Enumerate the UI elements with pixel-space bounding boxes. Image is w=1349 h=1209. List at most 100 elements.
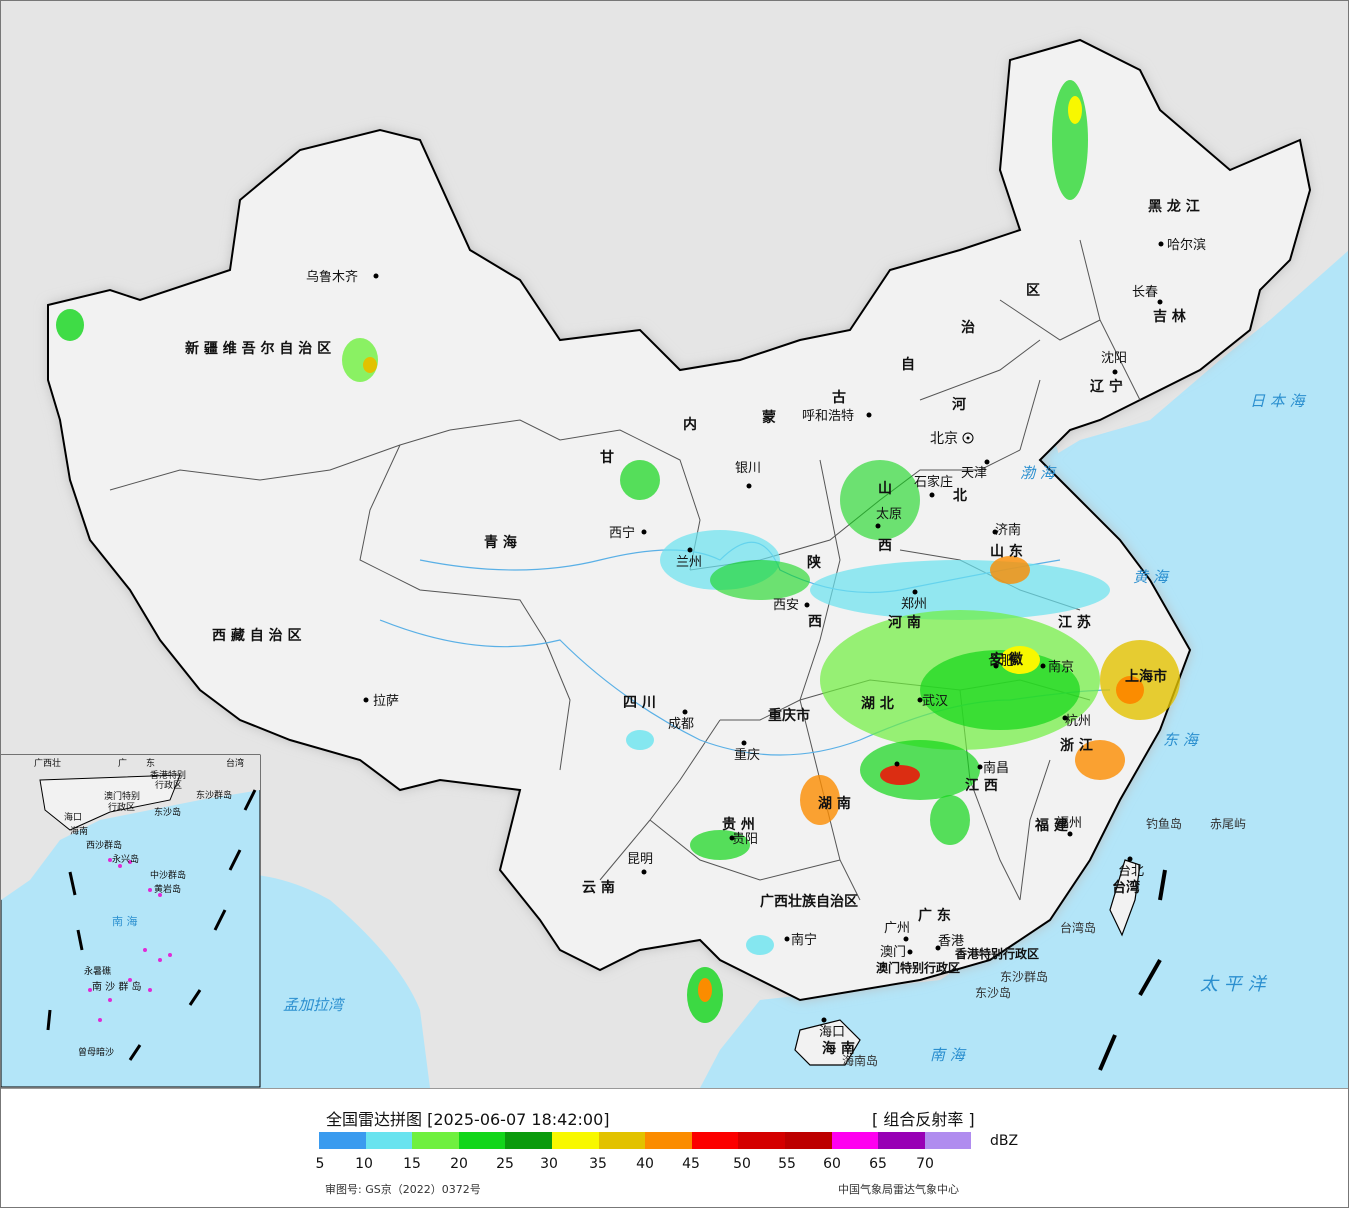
inset-label: 永兴岛 — [112, 853, 139, 865]
inset-label: 行政区 — [108, 801, 135, 813]
city-nanjing: 南京 — [1048, 659, 1074, 675]
label-shaanxi-xi: 西 — [808, 614, 822, 630]
scale-tick: 45 — [682, 1156, 700, 1172]
city-zhengzhou: 郑州 — [901, 597, 927, 612]
city-shijiazhuang: 石家庄 — [914, 474, 953, 490]
label-hebei-he: 河 — [952, 396, 966, 413]
label-diaoyu: 钓鱼岛 — [1146, 816, 1182, 831]
city-urumqi: 乌鲁木齐 — [306, 269, 358, 285]
label-macau: 澳门特别行政区 — [876, 960, 960, 975]
inset-label: 东沙岛 — [154, 806, 181, 818]
color-swatch — [924, 1132, 972, 1149]
inset-label: 广 — [118, 757, 127, 769]
label-shanxi-shan: 山 — [878, 481, 892, 497]
inset-label: 澳门特别 — [104, 790, 140, 802]
scale-tick: 35 — [589, 1156, 607, 1172]
city-lhasa: 拉萨 — [373, 694, 399, 709]
inset-label: 海口 — [64, 811, 82, 823]
city-yinchuan: 银川 — [735, 461, 761, 476]
color-swatch — [785, 1132, 832, 1149]
china-land — [47, 38, 1312, 1002]
label-nmg-meng: 蒙 — [762, 409, 776, 426]
city-haikou: 海口 — [819, 1025, 845, 1040]
inset-label: 南 海 — [112, 914, 138, 928]
scale-tick: 10 — [355, 1156, 373, 1172]
scale-tick: 5 — [315, 1156, 325, 1172]
city-jinan: 济南 — [995, 522, 1021, 538]
sea-area — [700, 250, 1349, 1088]
boundary-dashes — [1098, 869, 1167, 1071]
label-chiwei: 赤尾屿 — [1210, 817, 1246, 831]
color-swatch — [319, 1132, 366, 1149]
label-dongsha: 东沙群岛 — [1000, 969, 1048, 984]
label-sichuan: 四 川 — [623, 695, 656, 711]
label-shanghai: 上海市 — [1125, 668, 1167, 685]
label-nmg-nei: 内 — [683, 416, 697, 433]
label-hainandao: 海南岛 — [842, 1053, 878, 1068]
label-zhejiang: 浙 江 — [1060, 737, 1093, 754]
label-gansu: 甘 — [600, 449, 614, 466]
label-hk: 香港特别行政区 — [954, 946, 1039, 961]
label-shanxi-xi: 西 — [878, 538, 892, 554]
label-dongshadao: 东沙岛 — [975, 985, 1011, 1000]
city-nanchang: 南昌 — [983, 760, 1009, 776]
label-liaoning: 辽 宁 — [1090, 378, 1123, 395]
island-labels: 钓鱼岛 赤尾屿 台湾岛 东沙群岛 东沙岛 海南岛 — [842, 816, 1246, 1068]
label-jiangsu: 江 苏 — [1058, 614, 1091, 631]
hainan-island — [794, 1019, 861, 1066]
city-beijing: 北京 — [930, 431, 958, 447]
city-macau: 澳门 — [880, 944, 906, 960]
scale-tick: 60 — [823, 1156, 841, 1172]
label-donghai: 东 海 — [1163, 731, 1200, 749]
label-mengjiala: 孟加拉湾 — [283, 996, 346, 1014]
city-wuhan: 武汉 — [922, 694, 948, 709]
inset-label: 香港特别 — [150, 769, 186, 781]
label-ribenhai: 日 本 海 — [1250, 392, 1307, 410]
inset-label: 东 — [146, 757, 155, 769]
color-swatch — [691, 1132, 739, 1149]
scale-tick: 30 — [540, 1156, 558, 1172]
inset-label: 行政区 — [155, 779, 182, 791]
taiwan-island — [1109, 859, 1141, 937]
color-swatch — [738, 1132, 785, 1149]
color-swatch — [552, 1132, 599, 1149]
label-nanhai: 南 海 — [930, 1046, 967, 1064]
inset-label: 中沙群岛 — [150, 869, 186, 881]
map-title: 全国雷达拼图 [2025-06-07 18:42:00] — [326, 1110, 610, 1129]
city-xian: 西安 — [773, 598, 799, 613]
inset-label: 黄岩岛 — [154, 883, 181, 895]
label-bohai: 渤 海 — [1020, 464, 1057, 482]
city-chongqing: 重庆 — [734, 747, 760, 763]
label-hubei: 湖 北 — [861, 696, 894, 712]
product-label: [ 组合反射率 ] — [872, 1110, 975, 1129]
city-tianjin: 天津 — [961, 466, 987, 481]
color-swatch — [878, 1132, 925, 1149]
color-swatch — [365, 1132, 413, 1149]
radar-echoes — [56, 80, 1180, 1023]
label-anhui: 安 徽 — [990, 651, 1024, 668]
inset-label: 台湾 — [226, 757, 244, 769]
city-hangzhou: 杭州 — [1065, 714, 1091, 729]
label-guangdong: 广 东 — [918, 907, 951, 924]
label-shaanxi: 陕 — [807, 554, 821, 571]
color-swatch — [412, 1132, 459, 1149]
city-lanzhou: 兰州 — [676, 555, 702, 570]
city-changchun: 长春 — [1132, 285, 1158, 300]
label-hebei-bei: 北 — [953, 488, 967, 504]
color-swatch — [831, 1132, 879, 1149]
city-shenyang: 沈阳 — [1101, 351, 1127, 366]
label-qinghai: 青 海 — [484, 534, 517, 551]
inset-label: 西沙群岛 — [86, 839, 122, 851]
city-hefei: 合肥 — [988, 654, 1014, 669]
label-taipingyang: 太 平 洋 — [1200, 974, 1267, 995]
city-kunming: 昆明 — [627, 852, 653, 867]
label-taiwandao: 台湾岛 — [1060, 920, 1096, 935]
legend-panel: 全国雷达拼图 [2025-06-07 18:42:00] [ 组合反射率 ] 5… — [0, 1088, 1349, 1209]
scale-tick: 50 — [733, 1156, 751, 1172]
label-nmg-zi: 自 — [901, 356, 915, 373]
color-swatch — [598, 1132, 646, 1149]
city-labels: 乌鲁木齐 拉萨 西宁 兰州 银川 呼和浩特 北京 天津 石家庄 太原 济南 西安… — [306, 237, 1206, 1040]
province-labels: 新 疆 维 吾 尔 自 治 区 西 藏 自 治 区 青 海 甘 内 蒙 古 自 … — [185, 198, 1200, 1057]
city-hongkong: 香港 — [938, 934, 964, 949]
unit-label: dBZ — [990, 1133, 1019, 1149]
